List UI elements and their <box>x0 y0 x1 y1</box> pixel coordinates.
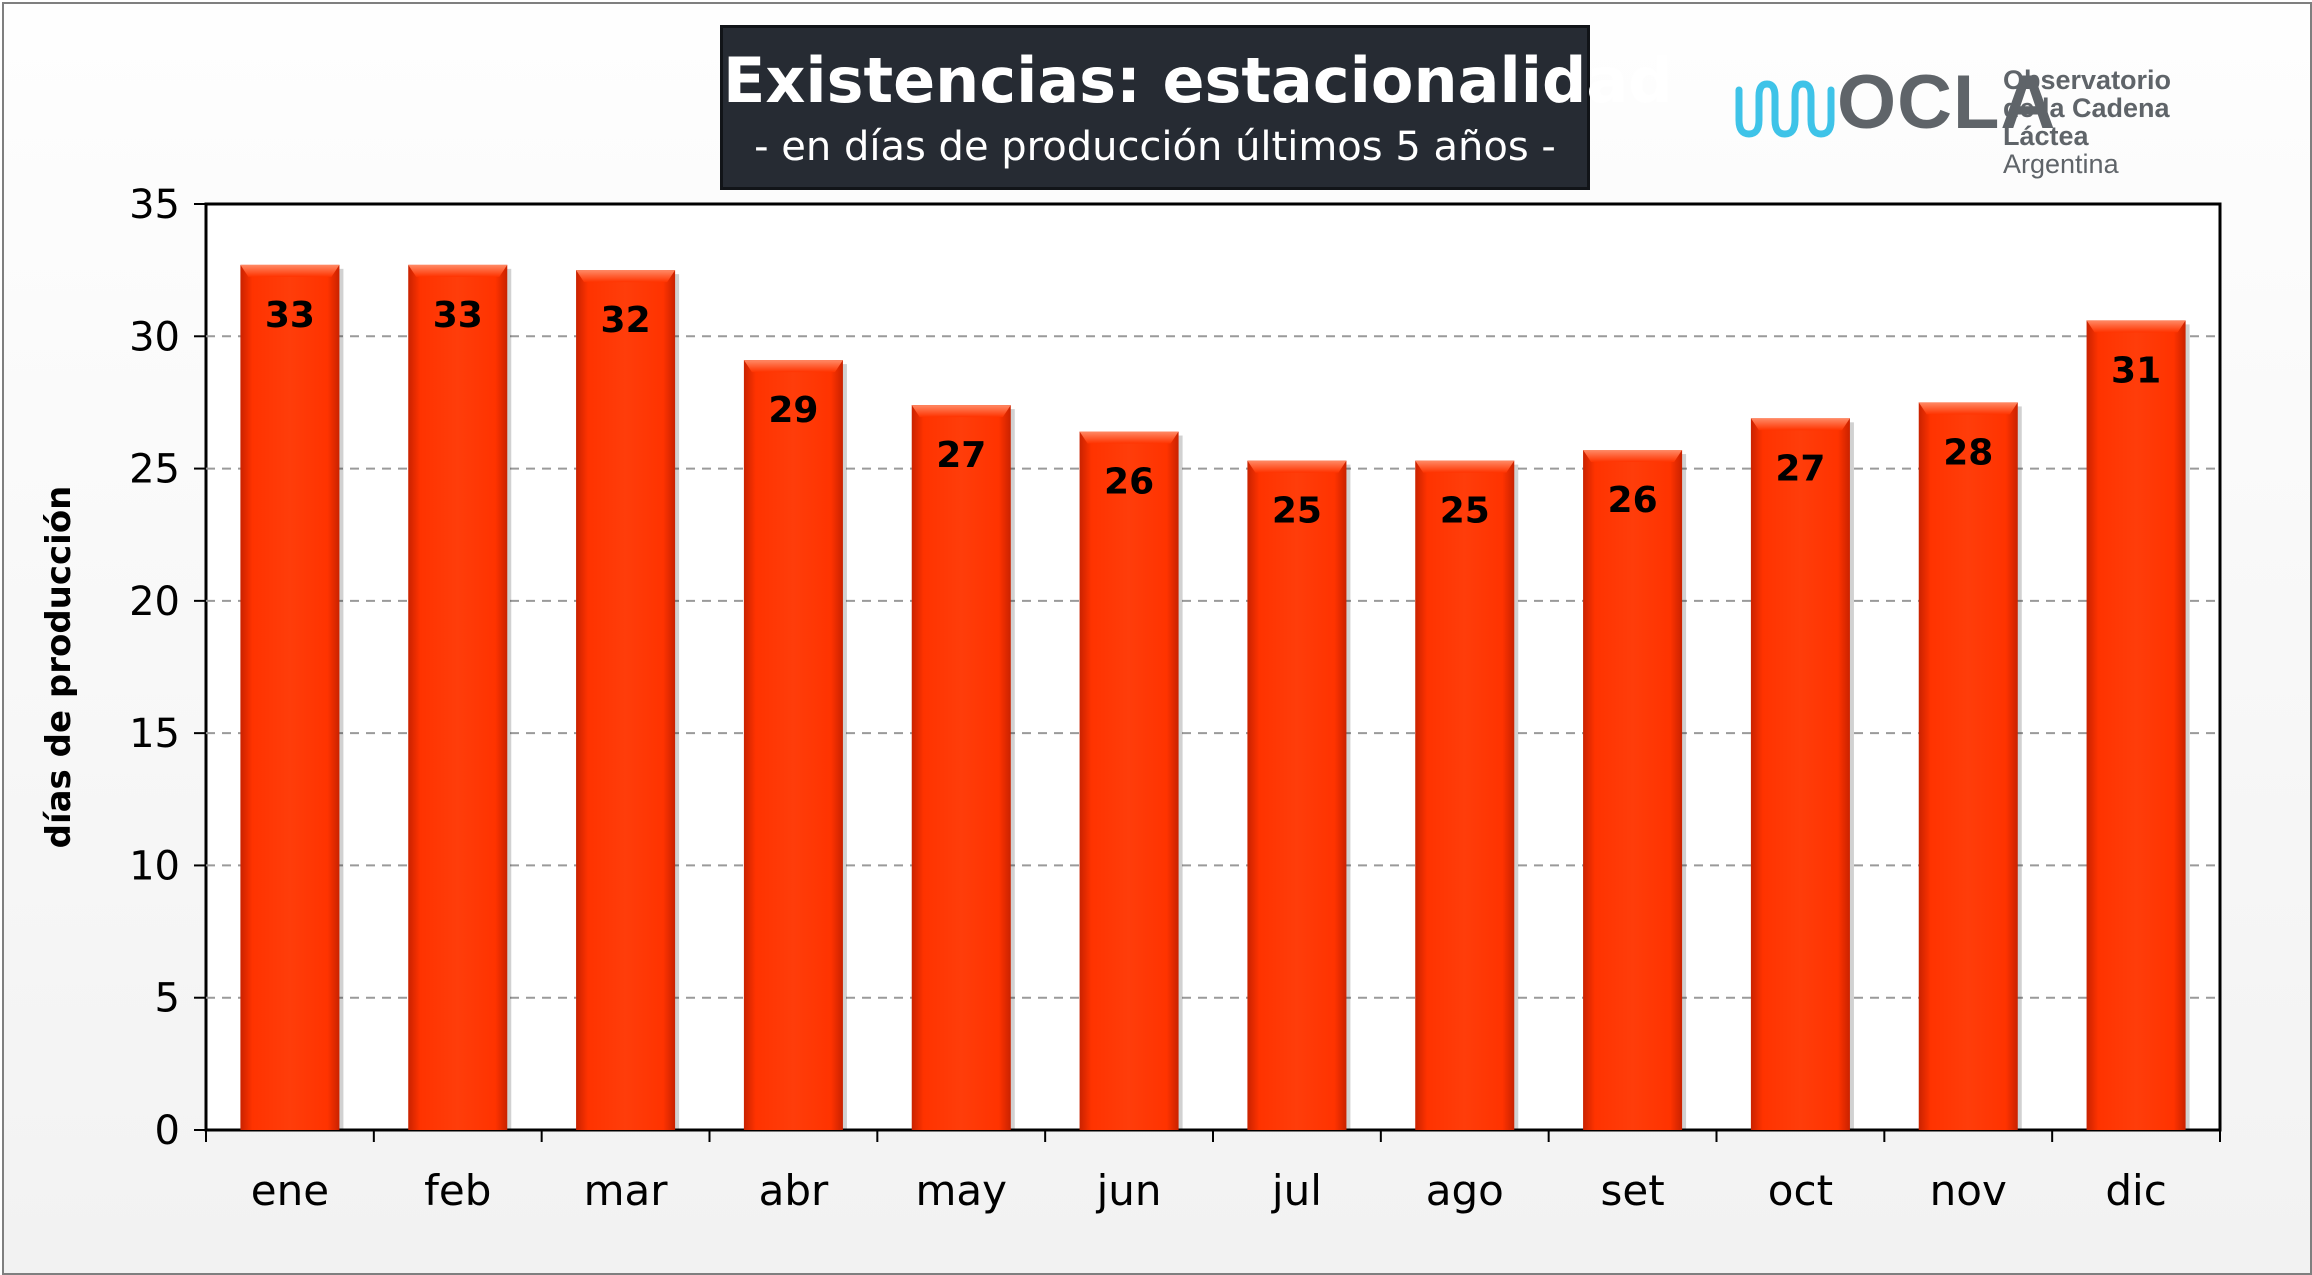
logo-caption: Observatorio de la Cadena Láctea Argenti… <box>2003 66 2235 178</box>
logo-wordmark: OCLA <box>1837 60 2057 145</box>
chart-title-box: Existencias: estacionalidad - en días de… <box>720 25 1673 190</box>
bar-bevel <box>576 270 676 283</box>
bar-bevel <box>911 405 1011 418</box>
bar-bevel <box>743 360 843 373</box>
y-axis-label: días de producción <box>39 486 79 849</box>
x-category-label: nov <box>1930 1166 2007 1215</box>
x-category-label: oct <box>1768 1166 1833 1215</box>
data-label: 28 <box>1943 432 1993 473</box>
logo-line-3: Argentina <box>2003 149 2119 179</box>
y-tick-label: 0 <box>155 1108 180 1154</box>
data-label: 25 <box>1272 491 1322 532</box>
bar-bevel <box>1583 450 1683 463</box>
bar-feb <box>408 264 512 1130</box>
y-axis-ticks: 0 5 10 15 20 25 30 35 <box>129 182 206 1154</box>
bar-ene <box>240 264 344 1130</box>
y-tick-label: 25 <box>129 447 180 493</box>
data-label: 25 <box>1440 491 1490 532</box>
bar-bevel <box>240 264 340 277</box>
bar-body <box>1247 460 1347 1130</box>
data-label: 33 <box>433 295 483 336</box>
bar-bevel <box>408 264 508 277</box>
data-label: 29 <box>768 390 818 431</box>
bar-bevel <box>1750 418 1850 431</box>
bar-ago <box>1415 460 1519 1130</box>
bar-may <box>911 405 1015 1130</box>
bar-jun <box>1079 431 1183 1130</box>
bar-body <box>1583 450 1683 1131</box>
bar-body <box>743 360 843 1130</box>
data-labels: 33 33 32 29 27 26 25 25 26 27 28 31 <box>265 295 2161 532</box>
bar-body <box>911 405 1011 1130</box>
x-category-label: ago <box>1426 1166 1504 1215</box>
bar-body <box>1918 402 2018 1130</box>
y-tick-label: 5 <box>155 976 180 1022</box>
bar-oct <box>1750 418 1854 1130</box>
x-category-label: set <box>1600 1166 1664 1215</box>
bar-nov <box>1918 402 2022 1130</box>
bar-body <box>1415 460 1515 1130</box>
logo-line-1: Observatorio <box>2003 65 2172 95</box>
x-category-label: may <box>915 1166 1007 1215</box>
x-axis-categories: ene feb mar abr may jun jul ago set oct nov dic <box>205 1130 2221 1215</box>
bar-bevel <box>2086 320 2186 333</box>
y-tick-label: 35 <box>129 182 180 228</box>
plot-area <box>204 202 2222 1132</box>
y-tick-label: 20 <box>129 579 180 625</box>
bar-bevel <box>1415 460 1515 473</box>
data-label: 33 <box>265 295 315 336</box>
bar-body <box>2086 320 2186 1130</box>
x-category-label: jun <box>1096 1166 1162 1215</box>
x-category-label: mar <box>584 1166 669 1215</box>
bar-jul <box>1247 460 1351 1130</box>
bar-body <box>408 264 508 1130</box>
x-category-label: feb <box>424 1166 491 1215</box>
x-category-label: jul <box>1271 1166 1322 1215</box>
bar-body <box>1750 418 1850 1130</box>
x-category-label: abr <box>759 1166 829 1215</box>
chart-title: Existencias: estacionalidad <box>723 44 1673 117</box>
ocla-logo: OCLA Observatorio de la Cadena Láctea Ar… <box>1735 60 2235 178</box>
bar-dic <box>2086 320 2190 1130</box>
y-tick-label: 10 <box>129 843 180 889</box>
data-label: 27 <box>936 435 986 476</box>
bars <box>240 264 2190 1131</box>
y-tick-label: 15 <box>129 711 180 757</box>
bar-body <box>576 270 676 1131</box>
data-label: 27 <box>1775 448 1825 489</box>
bar-mar <box>576 270 680 1131</box>
data-label: 32 <box>601 300 651 341</box>
wave-logo-icon <box>1735 80 1835 138</box>
chart-subtitle: - en días de producción últimos 5 años - <box>754 124 1556 170</box>
x-category-label: dic <box>2105 1166 2166 1215</box>
y-tick-label: 30 <box>129 314 180 360</box>
bar-bevel <box>1079 431 1179 444</box>
bar-body <box>240 264 340 1130</box>
logo-line-2: de la Cadena Láctea <box>2003 93 2170 151</box>
data-label: 26 <box>1608 480 1658 521</box>
data-label: 26 <box>1104 462 1154 503</box>
bar-body <box>1079 431 1179 1130</box>
bar-bevel <box>1247 460 1347 473</box>
bar-set <box>1583 450 1687 1131</box>
x-category-label: ene <box>251 1166 329 1215</box>
bar-abr <box>743 360 847 1130</box>
bar-bevel <box>1918 402 2018 415</box>
data-label: 31 <box>2111 350 2161 391</box>
